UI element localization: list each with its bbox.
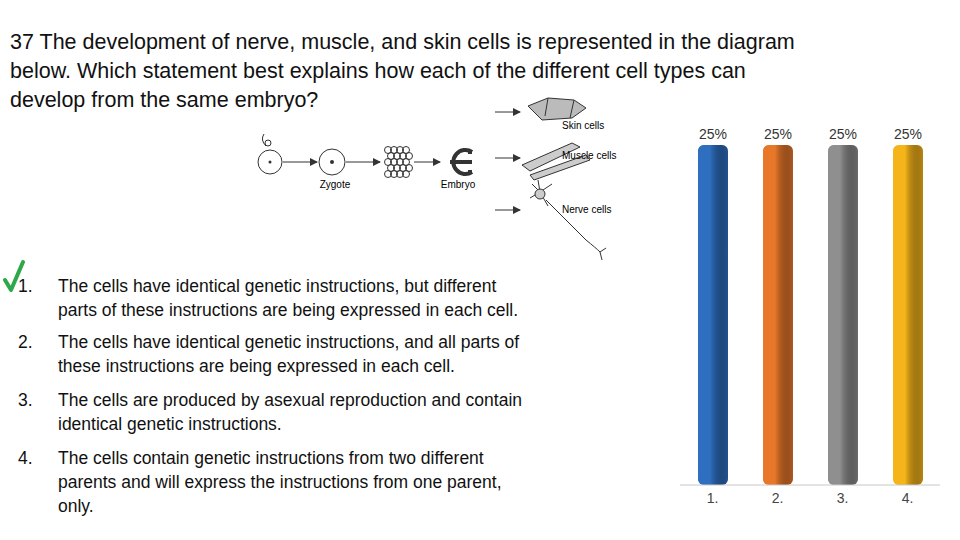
svg-text:4.: 4. bbox=[902, 490, 914, 506]
svg-text:25%: 25% bbox=[894, 126, 922, 142]
html-text:1.: 1. bbox=[18, 276, 33, 296]
svg-text:3.: 3. bbox=[837, 490, 849, 506]
html-text:these instructions are being e: these instructions are being expressed i… bbox=[58, 356, 455, 376]
svg-text:25%: 25% bbox=[829, 126, 857, 142]
svg-text:Skin cells: Skin cells bbox=[562, 120, 604, 131]
svg-text:25%: 25% bbox=[764, 126, 792, 142]
html-text:The cells contain genetic inst: The cells contain genetic instructions f… bbox=[58, 448, 484, 468]
html-text:only.: only. bbox=[58, 496, 94, 516]
html-text:The cells have identical genet: The cells have identical genetic instruc… bbox=[58, 332, 520, 352]
svg-text:2.: 2. bbox=[772, 490, 784, 506]
svg-text:Muscle cells: Muscle cells bbox=[562, 150, 616, 161]
html-text:identical genetic instructions: identical genetic instructions. bbox=[58, 414, 282, 434]
html-text:4.: 4. bbox=[18, 448, 33, 468]
html-text:The cells are produced by asex: The cells are produced by asexual reprod… bbox=[58, 390, 522, 410]
svg-text:Embryo: Embryo bbox=[441, 179, 476, 190]
html-text:37 The development of nerve, m: 37 The development of nerve, muscle, and… bbox=[10, 30, 795, 54]
html-text:2.: 2. bbox=[18, 332, 33, 352]
html-text:below. Which statement best ex: below. Which statement best explains how… bbox=[10, 59, 746, 83]
html-text:parts of these instructions ar: parts of these instructions are being ex… bbox=[58, 300, 519, 320]
html-text:3.: 3. bbox=[18, 390, 33, 410]
svg-text:Zygote: Zygote bbox=[320, 179, 351, 190]
svg-text:Nerve cells: Nerve cells bbox=[562, 204, 611, 215]
html-text:The cells have identical genet: The cells have identical genetic instruc… bbox=[58, 276, 497, 296]
svg-text:1.: 1. bbox=[707, 490, 719, 506]
html-text:parents and will express the i: parents and will express the instruction… bbox=[58, 472, 502, 492]
html-text:develop from the same embryo?: develop from the same embryo? bbox=[10, 88, 319, 112]
svg-text:25%: 25% bbox=[699, 126, 727, 142]
